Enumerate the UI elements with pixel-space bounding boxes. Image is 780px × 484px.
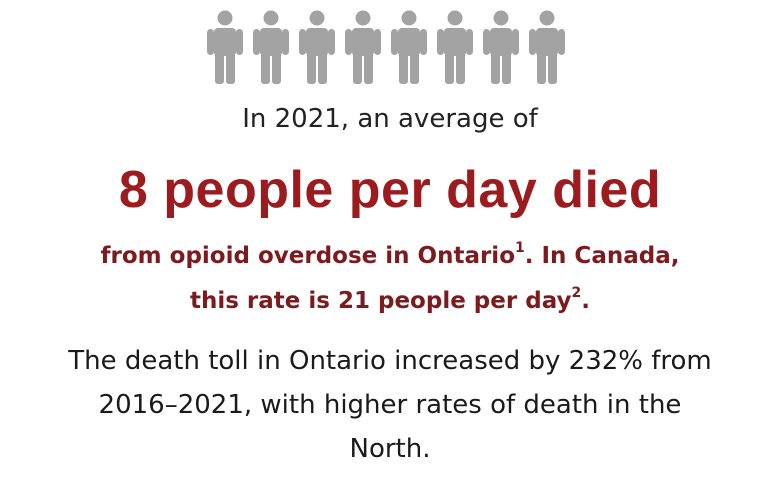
subheading-line-1: from opioid overdose in Ontario1. In Can… (0, 240, 780, 269)
subheading-text-2: this rate is 21 people per day (189, 288, 572, 314)
footnote-ref-1: 1 (515, 240, 525, 257)
subheading-after-2: . (581, 288, 590, 314)
person-icon (205, 10, 245, 84)
footnote-ref-2: 2 (571, 285, 582, 302)
subheading-text-1: from opioid overdose in Ontario (100, 243, 515, 269)
person-icon (343, 10, 383, 84)
subheading-after-1: . In Canada, (524, 243, 680, 269)
intro-text: In 2021, an average of (242, 104, 538, 134)
person-icon (389, 10, 429, 84)
body-line-3: North. (349, 434, 431, 464)
person-icon (251, 10, 291, 84)
body-line-1: The death toll in Ontario increased by 2… (68, 346, 712, 376)
person-icon (297, 10, 337, 84)
people-icon-row (205, 10, 567, 86)
person-icon (527, 10, 567, 84)
headline: 8 people per day died (118, 161, 662, 219)
body-line-2: 2016–2021, with higher rates of death in… (98, 390, 682, 420)
person-icon (481, 10, 521, 84)
subheading-line-2: this rate is 21 people per day2. (0, 285, 780, 314)
person-icon (435, 10, 475, 84)
